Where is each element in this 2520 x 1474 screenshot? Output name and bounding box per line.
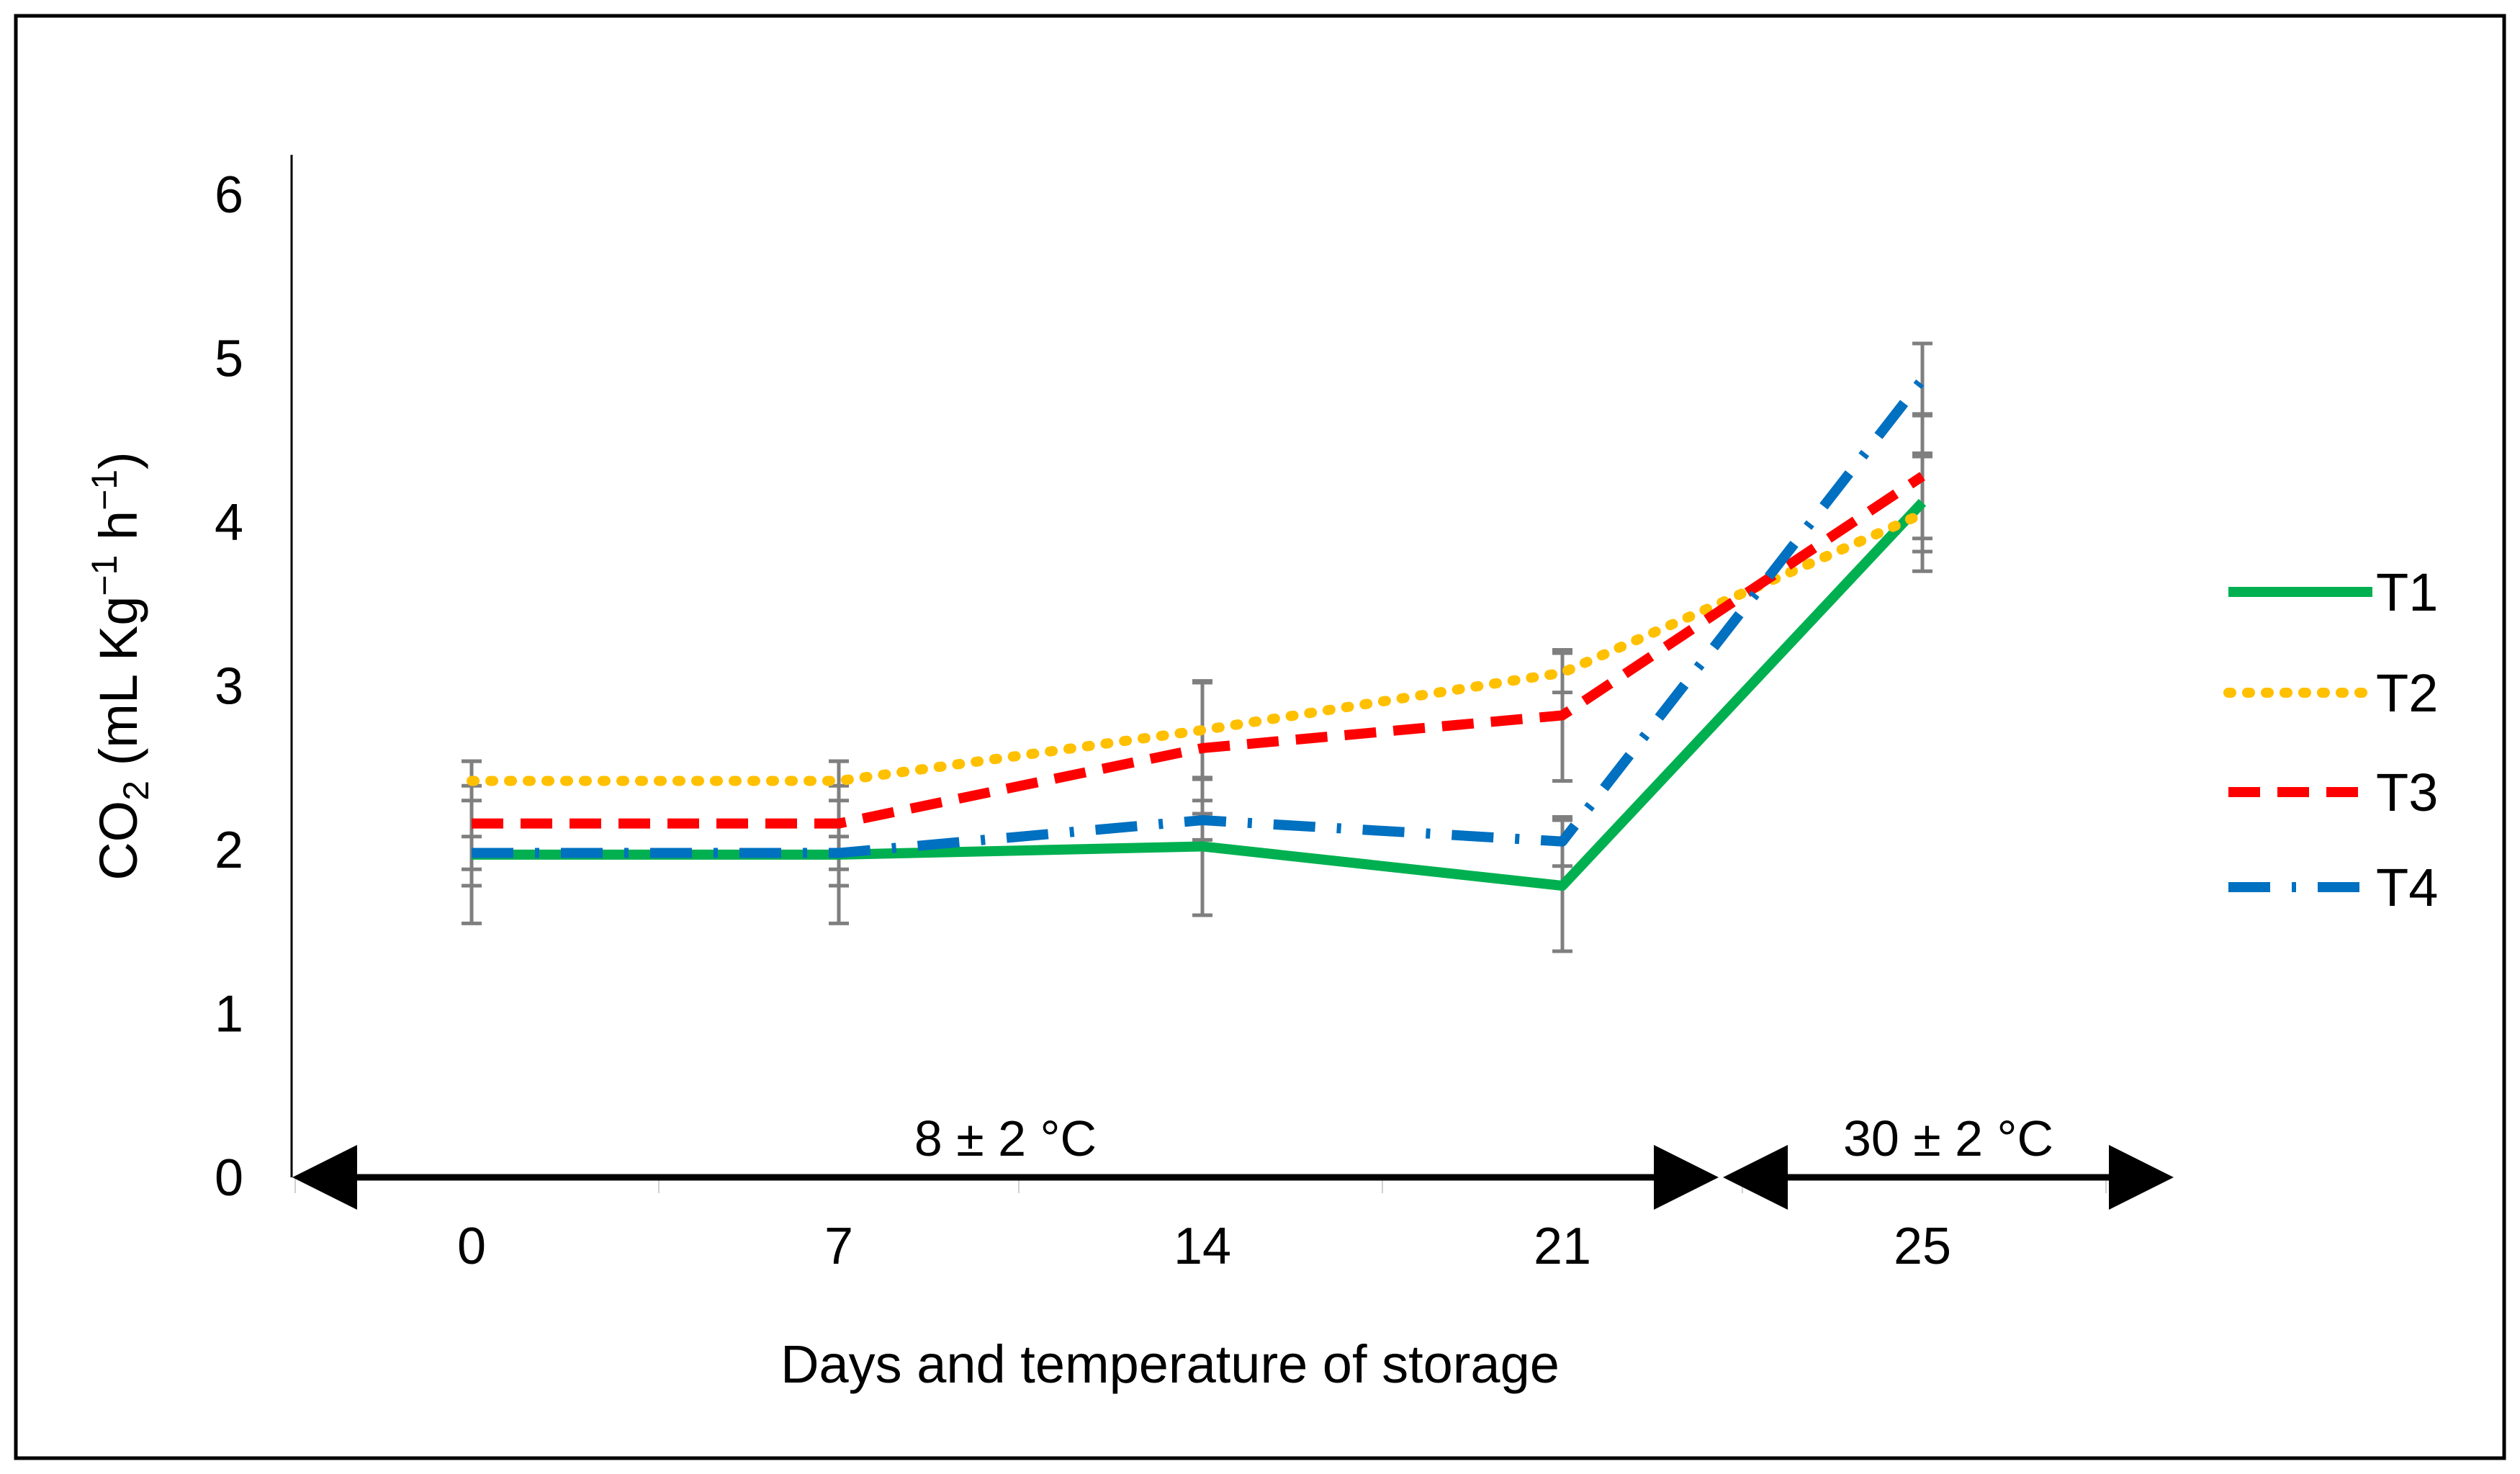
legend-item-T4: T4 [2228,858,2438,917]
y-axis-title-sub: 2 [116,781,156,801]
y-axis-title-units-open: (mL Kg [89,596,148,781]
x-tick-label-0: 0 [457,1218,486,1275]
y-tick-label-4: 4 [215,494,243,552]
y-axis-title-sup2: −1 [84,469,125,511]
y-axis-title-units-mid: h [89,511,148,555]
x-axis-title: Days and temperature of storage [780,1334,1560,1394]
legend-item-T3: T3 [2228,763,2438,822]
legend-label-T4: T4 [2376,858,2438,917]
y-tick-label-0: 0 [215,1149,243,1207]
legend-label-T3: T3 [2376,763,2438,822]
y-tick-label-6: 6 [215,166,243,224]
series-line-T4 [472,376,1927,858]
series-lines [467,376,1927,891]
error-bar-T4-25 [1912,341,1932,418]
series-line-T3 [472,472,1925,829]
temperature-label-1: 8 ± 2 °C [914,1110,1097,1167]
y-axis-title-main: CO [89,801,148,881]
y-tick-label-1: 1 [215,986,243,1043]
y-tick-label-2: 2 [215,822,243,879]
legend-item-T2: T2 [2223,663,2438,723]
chart-frame [14,14,2506,1460]
x-tick-label-21: 21 [1534,1218,1591,1275]
legend-item-T1: T1 [2228,562,2438,622]
legend-label-T2: T2 [2376,663,2438,723]
legend: T1 T2 T3 T4 [2223,562,2438,917]
temperature-arrows: 8 ± 2 °C 30 ± 2 °C [292,1110,2174,1210]
x-tick-labels: 0 7 14 21 25 [457,1218,1951,1275]
series-line-T2 [467,508,1927,786]
y-tick-label-5: 5 [215,331,243,388]
temperature-label-2: 30 ± 2 °C [1843,1110,2053,1167]
x-tick-label-14: 14 [1174,1218,1231,1275]
y-axis-title: CO2 (mL Kg−1 h−1) [84,451,156,881]
legend-label-T1: T1 [2376,562,2438,622]
x-tick-label-7: 7 [824,1218,853,1275]
y-axis-title-sup1: −1 [84,555,125,596]
y-tick-labels: 0 1 2 3 4 5 6 [215,166,243,1207]
y-axis-title-units-close: ) [89,451,148,469]
y-tick-label-3: 3 [215,658,243,716]
x-tick-label-25: 25 [1894,1218,1951,1275]
